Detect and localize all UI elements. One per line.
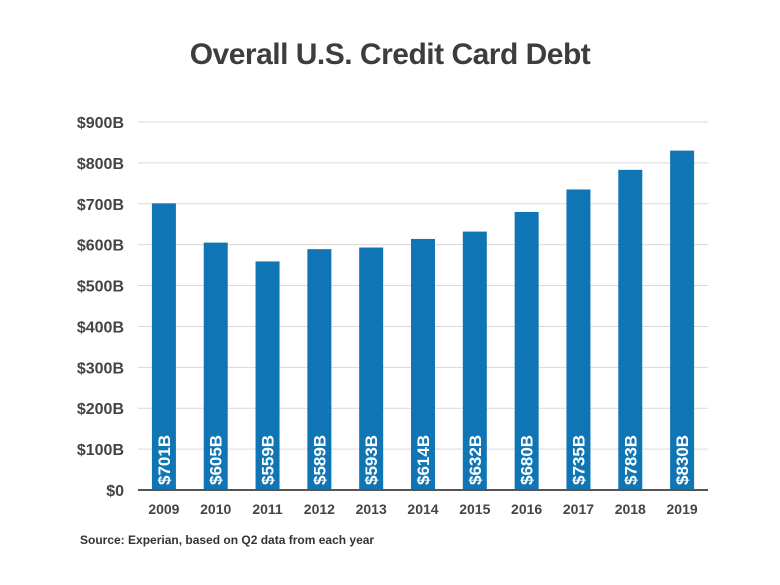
data-labels: $701B $605B $559B $589B $593B $614B $632B $680B… bbox=[155, 435, 692, 485]
bar bbox=[514, 211, 539, 490]
bar-value-label: $830B bbox=[673, 435, 692, 485]
x-tick-label: 2014 bbox=[407, 501, 438, 517]
x-tick-label: 2019 bbox=[667, 501, 698, 517]
x-tick-label: 2016 bbox=[511, 501, 542, 517]
bar-value-label: $680B bbox=[518, 435, 537, 485]
y-axis-ticks: $0 $100B $200B $300B $400B $500B $600B $700B $80… bbox=[77, 115, 124, 500]
bar bbox=[411, 238, 435, 490]
y-tick-label: $800B bbox=[77, 156, 124, 173]
x-tick-label: 2011 bbox=[252, 501, 283, 517]
bar bbox=[151, 203, 176, 490]
y-tick-label: $100B bbox=[77, 442, 124, 459]
y-tick-label: $700B bbox=[77, 197, 124, 214]
bar-value-label: $605B bbox=[207, 435, 226, 485]
bars bbox=[151, 150, 695, 491]
x-tick-label: 2012 bbox=[304, 501, 335, 517]
x-tick-label: 2017 bbox=[563, 501, 594, 517]
bar bbox=[566, 189, 591, 490]
bar-value-label: $559B bbox=[259, 435, 278, 485]
bar-value-label: $632B bbox=[466, 435, 485, 485]
bar bbox=[670, 150, 695, 490]
x-tick-label: 2010 bbox=[200, 501, 231, 517]
y-tick-label: $0 bbox=[106, 483, 124, 500]
x-tick-label: 2015 bbox=[459, 501, 490, 517]
y-tick-label: $500B bbox=[77, 279, 124, 296]
bar bbox=[359, 247, 384, 490]
bar-value-label: $593B bbox=[362, 435, 381, 485]
x-tick-label: 2018 bbox=[615, 501, 646, 517]
bar bbox=[307, 249, 332, 490]
bar-value-label: $735B bbox=[569, 435, 588, 485]
x-tick-label: 2013 bbox=[356, 501, 387, 517]
bar-value-label: $783B bbox=[621, 435, 640, 485]
bar-value-label: $589B bbox=[310, 435, 329, 485]
y-tick-label: $600B bbox=[77, 238, 124, 255]
y-tick-label: $300B bbox=[77, 360, 124, 377]
y-tick-label: $200B bbox=[77, 401, 124, 418]
bar bbox=[255, 261, 280, 490]
y-tick-label: $400B bbox=[77, 319, 124, 336]
x-tick-label: 2009 bbox=[148, 501, 179, 517]
bar-value-label: $701B bbox=[155, 435, 174, 485]
bar bbox=[618, 169, 643, 490]
x-axis-ticks: 2009 2010 2011 2012 2013 2014 2015 2016 2017 2018… bbox=[148, 501, 698, 517]
chart-title: Overall U.S. Credit Card Debt bbox=[189, 38, 591, 71]
source-note: Source: Experian, based on Q2 data from … bbox=[80, 533, 375, 547]
y-tick-label: $900B bbox=[77, 115, 124, 132]
bar bbox=[203, 242, 228, 490]
bar bbox=[462, 231, 487, 491]
bar-value-label: $614B bbox=[414, 435, 433, 485]
